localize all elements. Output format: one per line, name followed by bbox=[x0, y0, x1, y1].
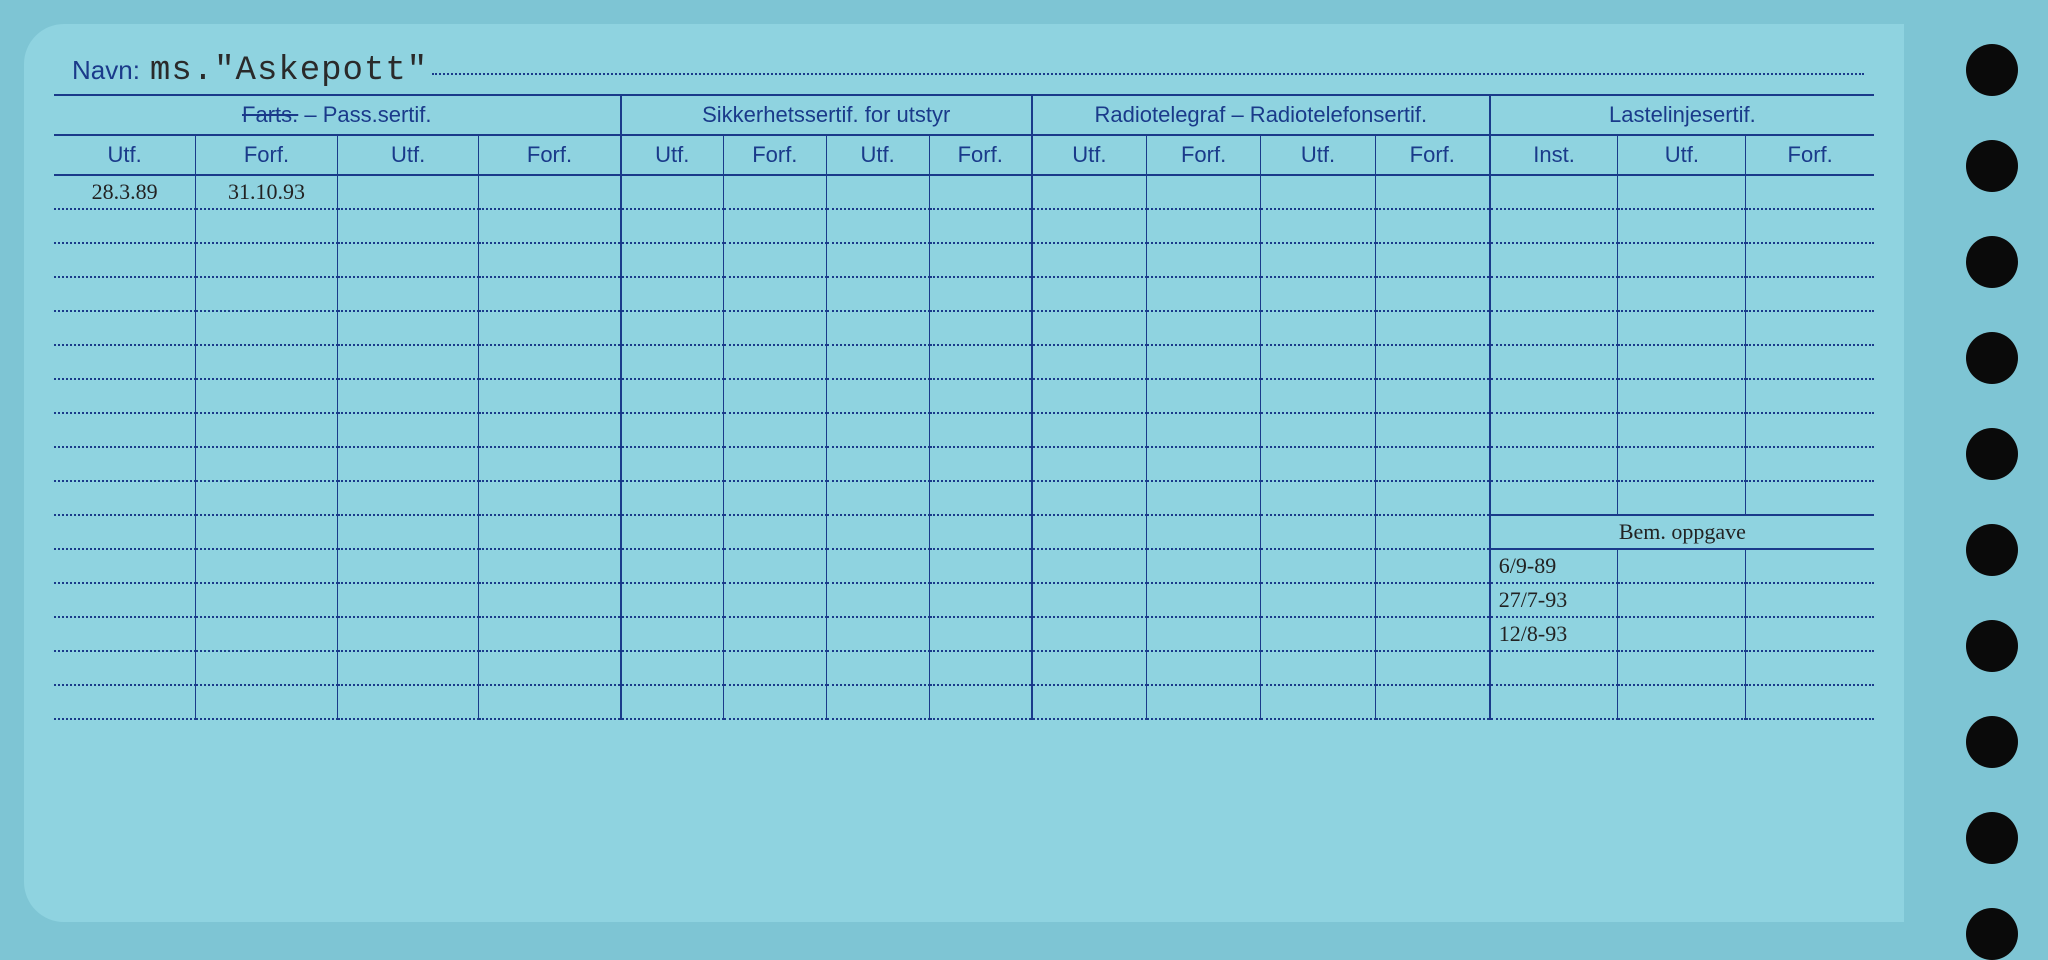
col-pass-utf2: Utf. bbox=[337, 135, 479, 175]
cell bbox=[723, 175, 826, 209]
cell bbox=[621, 175, 724, 209]
col-pass-utf1: Utf. bbox=[54, 135, 196, 175]
table-row bbox=[54, 209, 1874, 243]
cell bbox=[1146, 175, 1260, 209]
table-row bbox=[54, 481, 1874, 515]
cell-pass-utf: 28.3.89 bbox=[54, 175, 196, 209]
table-row bbox=[54, 651, 1874, 685]
cell-pass-forf: 31.10.93 bbox=[196, 175, 338, 209]
sub-header-row: Utf. Forf. Utf. Forf. Utf. Forf. Utf. Fo… bbox=[54, 135, 1874, 175]
cell bbox=[337, 175, 479, 209]
group-laste: Lastelinjesertif. bbox=[1490, 96, 1874, 135]
group-header-row: Farts. – Pass.sertif. Sikkerhetssertif. … bbox=[54, 96, 1874, 135]
table-row bbox=[54, 243, 1874, 277]
pass-strike: Farts. bbox=[242, 102, 298, 127]
binder-hole bbox=[1966, 44, 2018, 96]
table-row bbox=[54, 277, 1874, 311]
col-rad-forf1: Forf. bbox=[1146, 135, 1260, 175]
col-sik-forf1: Forf. bbox=[723, 135, 826, 175]
col-pass-forf1: Forf. bbox=[196, 135, 338, 175]
binder-hole bbox=[1966, 332, 2018, 384]
cell bbox=[929, 175, 1032, 209]
cell bbox=[1032, 175, 1146, 209]
name-underline bbox=[432, 73, 1864, 75]
vessel-name: ms."Askepott" bbox=[150, 52, 428, 90]
binder-holes bbox=[1966, 44, 2018, 960]
cell bbox=[1490, 175, 1618, 209]
cell bbox=[1746, 175, 1874, 209]
table-row bbox=[54, 413, 1874, 447]
cell bbox=[479, 175, 621, 209]
navn-label: Navn: bbox=[72, 55, 140, 86]
binder-hole bbox=[1966, 236, 2018, 288]
group-pass: Farts. – Pass.sertif. bbox=[54, 96, 621, 135]
certificate-table: Farts. – Pass.sertif. Sikkerhetssertif. … bbox=[54, 96, 1874, 720]
binder-hole bbox=[1966, 524, 2018, 576]
col-rad-utf2: Utf. bbox=[1261, 135, 1375, 175]
bem-oppgave-header: Bem. oppgave bbox=[1490, 515, 1874, 549]
table-row: 27/7-93 bbox=[54, 583, 1874, 617]
col-sik-utf2: Utf. bbox=[826, 135, 929, 175]
table-body: 28.3.89 31.10.93 Bem bbox=[54, 175, 1874, 719]
group-radio: Radiotelegraf – Radiotelefonsertif. bbox=[1032, 96, 1490, 135]
binder-hole bbox=[1966, 620, 2018, 672]
col-rad-forf2: Forf. bbox=[1375, 135, 1489, 175]
col-sik-utf1: Utf. bbox=[621, 135, 724, 175]
table-row: 12/8-93 bbox=[54, 617, 1874, 651]
col-laste-inst: Inst. bbox=[1490, 135, 1618, 175]
binder-hole bbox=[1966, 812, 2018, 864]
group-sikkerhet: Sikkerhetssertif. for utstyr bbox=[621, 96, 1032, 135]
binder-hole bbox=[1966, 908, 2018, 960]
bem-header-row: Bem. oppgave bbox=[54, 515, 1874, 549]
table-row bbox=[54, 345, 1874, 379]
col-pass-forf2: Forf. bbox=[479, 135, 621, 175]
binder-hole bbox=[1966, 716, 2018, 768]
table-row bbox=[54, 379, 1874, 413]
col-laste-utf: Utf. bbox=[1618, 135, 1746, 175]
cell bbox=[1261, 175, 1375, 209]
cell bbox=[826, 175, 929, 209]
col-sik-forf2: Forf. bbox=[929, 135, 1032, 175]
col-rad-utf1: Utf. bbox=[1032, 135, 1146, 175]
bem-entry: 12/8-93 bbox=[1490, 617, 1618, 651]
binder-hole bbox=[1966, 140, 2018, 192]
col-laste-forf: Forf. bbox=[1746, 135, 1874, 175]
table-row bbox=[54, 685, 1874, 719]
cell bbox=[1375, 175, 1489, 209]
table-row: 6/9-89 bbox=[54, 549, 1874, 583]
table-row bbox=[54, 311, 1874, 345]
binder-hole bbox=[1966, 428, 2018, 480]
bem-entry: 27/7-93 bbox=[1490, 583, 1618, 617]
table-row bbox=[54, 447, 1874, 481]
record-card: Navn: ms."Askepott" Farts. – Pass.sertif… bbox=[24, 24, 1904, 922]
card-header: Navn: ms."Askepott" bbox=[24, 52, 1904, 90]
table-row: 28.3.89 31.10.93 bbox=[54, 175, 1874, 209]
cell bbox=[1618, 175, 1746, 209]
pass-rest: – Pass.sertif. bbox=[298, 102, 431, 127]
bem-entry: 6/9-89 bbox=[1490, 549, 1618, 583]
